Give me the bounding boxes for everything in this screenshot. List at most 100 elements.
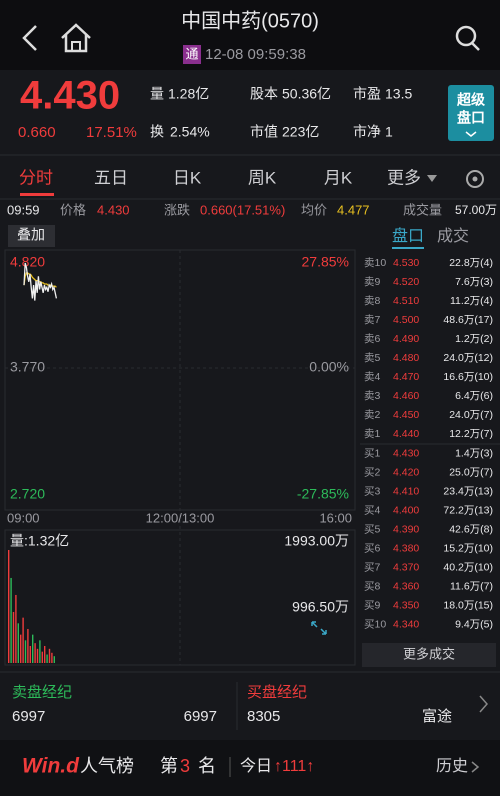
search-button[interactable] [455, 25, 480, 51]
settings-button[interactable] [466, 170, 484, 188]
book-volume: 22.8万(4) [449, 257, 493, 269]
rank-suffix: 名 [198, 756, 216, 776]
more-trades-button[interactable]: 更多成交 [403, 646, 455, 661]
book-level: 卖10 [364, 257, 386, 269]
book-volume: 16.6万(10) [443, 371, 493, 383]
chart-tab[interactable]: 周K [248, 168, 277, 187]
book-volume: 15.2万(10) [443, 543, 493, 555]
stat-label: 股本 [250, 86, 278, 102]
stat-value: 1.28亿 [168, 86, 209, 102]
book-price: 4.350 [393, 600, 419, 612]
chevron [465, 131, 477, 137]
super-panel-text: 超级 [456, 92, 486, 108]
book-tab[interactable]: 盘口 [392, 226, 424, 245]
book-price: 4.440 [393, 428, 419, 440]
history-button[interactable]: 历史 [436, 757, 468, 775]
stat-value: 50.36亿 [282, 86, 331, 102]
buy-broker: 8305 [247, 708, 280, 725]
book-volume: 25.0万(7) [449, 466, 493, 478]
volume-bar [10, 577, 12, 663]
book-price: 4.420 [393, 466, 419, 478]
book-level: 卖6 [364, 333, 380, 345]
book-level: 卖2 [364, 409, 380, 421]
book-level: 卖3 [364, 390, 380, 402]
pct-high: 27.85% [302, 254, 349, 270]
book-level: 买1 [364, 447, 380, 459]
header-bar [0, 0, 500, 70]
history-chevron[interactable] [471, 761, 480, 773]
chart-tab[interactable]: 日K [173, 168, 202, 187]
volume-bar [44, 645, 46, 663]
price-change: 0.660 [18, 124, 56, 141]
rank-prefix: 第 [160, 756, 178, 776]
book-price: 4.450 [393, 409, 419, 421]
book-price: 4.480 [393, 352, 419, 364]
book-price: 4.360 [393, 581, 419, 593]
brokers-chevron[interactable] [479, 695, 488, 713]
volume-bar [32, 634, 34, 663]
turnover: 2.54% [170, 124, 210, 140]
book-price: 4.340 [393, 619, 419, 631]
time-mid: 12:00/13:00 [146, 510, 215, 525]
volume-half: 996.50万 [292, 599, 349, 615]
book-volume: 9.4万(5) [455, 619, 493, 631]
turnover-label: 换 [150, 124, 164, 140]
stat-label: 市值 [250, 124, 278, 140]
stock-title: 中国中药(0570) [181, 9, 319, 32]
book-price: 4.460 [393, 390, 419, 402]
info-avg: 4.477 [337, 202, 370, 217]
back-button[interactable] [22, 25, 37, 51]
book-level: 卖1 [364, 428, 380, 440]
volume-bar [24, 640, 27, 663]
volume-bar [12, 611, 15, 663]
book-level: 买4 [364, 504, 380, 516]
info-change-label: 涨跌 [164, 202, 190, 217]
volume-bar [53, 656, 55, 663]
price-mid: 3.770 [10, 359, 45, 375]
chart-tab[interactable]: 更多 [387, 168, 421, 187]
volume-bar [39, 640, 41, 663]
book-level: 卖7 [364, 314, 380, 326]
overlay-button-bg[interactable] [8, 225, 55, 247]
price-line [23, 262, 58, 301]
time-start: 09:00 [7, 510, 40, 525]
volume-bar [17, 623, 19, 663]
book-level: 卖4 [364, 371, 380, 383]
volume-bar [15, 594, 17, 663]
book-price: 4.390 [393, 523, 419, 535]
book-tab[interactable]: 成交 [437, 227, 469, 245]
overlay-button[interactable]: 叠加 [17, 227, 45, 243]
book-price: 4.530 [393, 257, 419, 269]
quote-time: 12-08 09:59:38 [205, 46, 306, 63]
dropdown-arrow [427, 175, 437, 182]
wind-logo: Win.d [22, 755, 80, 778]
book-tab-underline [392, 247, 424, 249]
active-tab-underline [20, 193, 54, 196]
home-button[interactable] [61, 23, 91, 53]
book-level: 卖9 [364, 276, 380, 288]
buy-broker: 富途 [422, 707, 452, 725]
time-end: 16:00 [319, 510, 352, 525]
book-volume: 1.2万(2) [455, 333, 493, 345]
expand-button[interactable] [311, 621, 327, 635]
book-price: 4.370 [393, 562, 419, 574]
chart-tab[interactable]: 分时 [19, 168, 53, 187]
book-volume: 18.0万(15) [443, 600, 493, 612]
price-low: 2.720 [10, 486, 45, 502]
sell-broker: 6997 [12, 708, 45, 725]
volume-bar [29, 645, 31, 663]
last-price: 4.430 [20, 74, 120, 118]
rank-label: 人气榜 [80, 756, 134, 776]
book-volume: 7.6万(3) [455, 276, 493, 288]
more-trades-bg[interactable] [362, 643, 496, 667]
volume-bar [36, 648, 39, 663]
chart-tab[interactable]: 五日 [94, 168, 128, 187]
volume-bar [48, 648, 51, 663]
sell-brokers-title: 卖盘经纪 [12, 683, 72, 701]
book-level: 买2 [364, 466, 380, 478]
chart-tab[interactable]: 月K [324, 168, 353, 187]
super-panel-button[interactable] [448, 85, 494, 141]
today-change: ↑111↑ [274, 758, 314, 775]
